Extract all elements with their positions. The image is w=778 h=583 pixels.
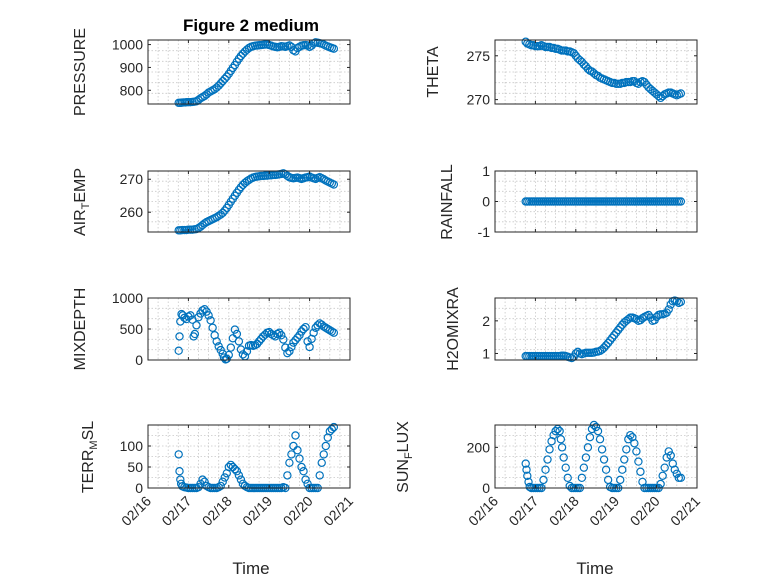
- figure: 8009001000 Figure 2 medium PRESSURE 2702…: [0, 0, 778, 583]
- y-label-part: EMP: [72, 168, 89, 203]
- y-tick-label: 1000: [112, 290, 143, 306]
- y-tick-label: 100: [120, 438, 144, 454]
- y-label-subscript: M: [88, 440, 100, 449]
- y-tick-label: 1: [482, 345, 490, 361]
- x-tick-label: 02/20: [280, 493, 316, 529]
- y-tick-label: 500: [120, 321, 144, 337]
- panel-terr-msl: 05010002/16 02/17 02/18 02/19 02/20 02/21 TER…: [80, 421, 356, 529]
- y-axis-label: AIRTEMP: [72, 168, 92, 236]
- x-tick-label: 02/18: [546, 493, 582, 529]
- y-label-part: TERR: [80, 450, 97, 494]
- y-axis-label: SUNFLUX: [395, 421, 415, 493]
- y-tick-label: 50: [127, 459, 143, 475]
- x-tick-label: 02/17: [505, 493, 541, 529]
- panel-rainfall: -1 0 1 RAINFALL: [439, 163, 697, 240]
- y-axis-label: RAINFALL: [439, 164, 456, 240]
- x-tick-label: 02/17: [158, 493, 194, 529]
- y-tick-label: 1000: [112, 37, 143, 53]
- y-tick-label: 260: [120, 204, 144, 220]
- y-axis-label: THETA: [425, 46, 442, 98]
- y-axis-label: MIXDEPTH: [72, 288, 89, 371]
- x-tick-label: 02/19: [586, 493, 622, 529]
- x-tick-label: 02/16: [118, 493, 154, 529]
- y-tick-label: 2: [482, 313, 490, 329]
- y-tick-label: 270: [467, 92, 491, 108]
- y-axis-label: H2OMIXRA: [445, 287, 462, 371]
- x-axis-label-right: Time: [576, 559, 613, 578]
- y-tick-label: 800: [120, 82, 144, 98]
- y-label-part: SL: [80, 421, 97, 441]
- y-label-part: SUN: [395, 459, 412, 493]
- x-tick-label: 02/21: [320, 493, 356, 529]
- panel-air-temp: 260 270 AIRTEMP: [72, 168, 350, 236]
- panel-h2omixra: 1 2 H2OMIXRA: [445, 287, 697, 371]
- panel-pressure: 800 900 1000 Figure 2 medium PRESSURE: [72, 16, 350, 116]
- x-tick-label: 02/21: [667, 493, 703, 529]
- y-tick-label: 0: [135, 352, 143, 368]
- y-tick-label: 275: [467, 48, 491, 64]
- panel-sun-flux: 0 200 02/16 02/17 02/18 02/19 02/20 02/21 SUNFL…: [395, 421, 703, 529]
- panel-mixdepth: 0 500 1000 MIXDEPTH: [72, 288, 350, 371]
- y-axis-label: PRESSURE: [72, 28, 89, 116]
- y-tick-label: 900: [120, 59, 144, 75]
- y-axis-label: TERRMSL: [80, 421, 100, 493]
- y-tick-label: 0: [482, 194, 490, 210]
- y-tick-label: 270: [120, 171, 144, 187]
- y-tick-label: -1: [478, 224, 491, 240]
- y-tick-label: 200: [467, 439, 491, 455]
- y-label-part: AIR: [72, 209, 89, 236]
- x-axis-label-left: Time: [232, 559, 269, 578]
- x-tick-label: 02/16: [465, 493, 501, 529]
- x-tick-label: 02/18: [199, 493, 235, 529]
- x-tick-label: 02/19: [239, 493, 275, 529]
- y-label-part: LUX: [395, 421, 412, 452]
- x-tick-label: 02/20: [627, 493, 663, 529]
- chart-title: Figure 2 medium: [183, 16, 319, 35]
- y-tick-label: 1: [482, 163, 490, 179]
- panel-theta: 270 275 THETA: [425, 38, 697, 107]
